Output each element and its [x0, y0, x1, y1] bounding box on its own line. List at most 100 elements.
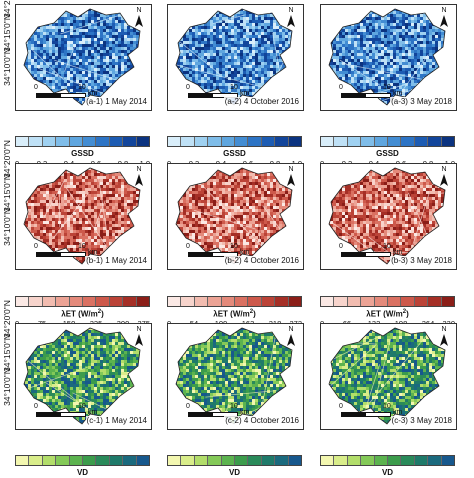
legend-swatch — [348, 456, 361, 465]
scale-unit: km — [88, 90, 97, 97]
scale-ten: 10 — [230, 84, 238, 91]
north-arrow-icon: N — [438, 166, 450, 188]
legend-swatch — [222, 456, 235, 465]
panel-caption: (c-1) 1 May 2014 — [86, 416, 148, 425]
legend-swatch — [321, 297, 334, 306]
legend-swatch — [262, 297, 275, 306]
legend-swatch — [83, 137, 96, 146]
legend-swatch — [56, 297, 69, 306]
legend-swatch — [70, 456, 83, 465]
legend-swatch — [181, 456, 194, 465]
scale-ten: 10 — [78, 84, 86, 91]
north-arrow-icon: N — [133, 7, 145, 29]
legend-swatch — [235, 137, 248, 146]
legend-swatch — [43, 297, 56, 306]
scale-zero: 0 — [186, 403, 190, 410]
scale-zero: 0 — [339, 84, 343, 91]
legend-swatch — [222, 137, 235, 146]
legend-swatch — [137, 137, 149, 146]
legend-title: VD — [320, 468, 455, 478]
legend-swatch — [401, 297, 414, 306]
color-legend-c-2: VD — [167, 455, 302, 478]
scale-zero: 0 — [34, 84, 38, 91]
legend-color-bar — [320, 455, 455, 466]
legend-swatch — [442, 297, 454, 306]
legend-swatch — [275, 297, 288, 306]
legend-swatch — [96, 137, 109, 146]
north-arrow-icon: N — [285, 7, 297, 29]
legend-swatch — [415, 297, 428, 306]
legend-swatch — [428, 297, 441, 306]
panel-caption: (b-2) 4 October 2016 — [224, 256, 300, 265]
scale-unit: km — [88, 409, 97, 416]
legend-color-bar — [167, 296, 302, 307]
legend-swatch — [83, 297, 96, 306]
legend-title: VD — [167, 468, 302, 478]
legend-swatch — [361, 137, 374, 146]
scale-unit: km — [240, 409, 249, 416]
color-legend-c-3: VD — [320, 455, 455, 478]
legend-swatch — [208, 456, 221, 465]
legend-swatch — [16, 137, 29, 146]
legend-swatch — [123, 456, 136, 465]
north-arrow-icon: N — [438, 326, 450, 348]
scale-zero: 0 — [339, 403, 343, 410]
lat-labels-row-a: 34°10'0"N 34°15'0"N 34°20'0"N — [0, 0, 14, 64]
color-legend-c-1: VD — [15, 455, 150, 478]
legend-swatch — [29, 297, 42, 306]
legend-title: λET (W/m2) — [15, 309, 150, 319]
scale-zero: 0 — [339, 243, 343, 250]
legend-swatch — [43, 137, 56, 146]
north-arrow-icon: N — [438, 7, 450, 29]
legend-swatch — [70, 297, 83, 306]
legend-swatch — [195, 456, 208, 465]
panel-caption: (c-2) 4 October 2016 — [224, 416, 300, 425]
legend-color-bar — [15, 455, 150, 466]
scale-unit: km — [88, 249, 97, 256]
legend-swatch — [428, 137, 441, 146]
legend-swatch — [442, 456, 454, 465]
legend-color-bar — [15, 136, 150, 147]
legend-swatch — [96, 456, 109, 465]
panel-caption: (a-2) 4 October 2016 — [224, 97, 300, 106]
legend-swatch — [428, 456, 441, 465]
legend-swatch — [123, 297, 136, 306]
lat-label: 34°20'0"N — [2, 290, 12, 348]
legend-swatch — [168, 456, 181, 465]
scale-ten: 10 — [383, 243, 391, 250]
panel-caption: (c-3) 3 May 2018 — [391, 416, 453, 425]
legend-swatch — [262, 137, 275, 146]
legend-swatch — [321, 456, 334, 465]
panel-caption: (b-1) 1 May 2014 — [85, 256, 148, 265]
legend-swatch — [262, 456, 275, 465]
north-arrow-icon: N — [285, 166, 297, 188]
legend-swatch — [334, 297, 347, 306]
legend-swatch — [334, 456, 347, 465]
legend-swatch — [123, 137, 136, 146]
legend-swatch — [110, 297, 123, 306]
legend-swatch — [388, 456, 401, 465]
scale-zero: 0 — [186, 243, 190, 250]
legend-swatch — [208, 137, 221, 146]
legend-swatch — [110, 456, 123, 465]
legend-swatch — [348, 137, 361, 146]
legend-swatch — [361, 456, 374, 465]
scale-ten: 10 — [230, 243, 238, 250]
legend-swatch — [181, 137, 194, 146]
legend-swatch — [137, 456, 149, 465]
legend-swatch — [248, 456, 261, 465]
legend-swatch — [375, 137, 388, 146]
north-arrow-icon: N — [133, 166, 145, 188]
legend-swatch — [248, 297, 261, 306]
legend-swatch — [110, 137, 123, 146]
legend-swatch — [415, 137, 428, 146]
legend-swatch — [16, 297, 29, 306]
panel-caption: (a-1) 1 May 2014 — [85, 97, 148, 106]
legend-swatch — [248, 137, 261, 146]
